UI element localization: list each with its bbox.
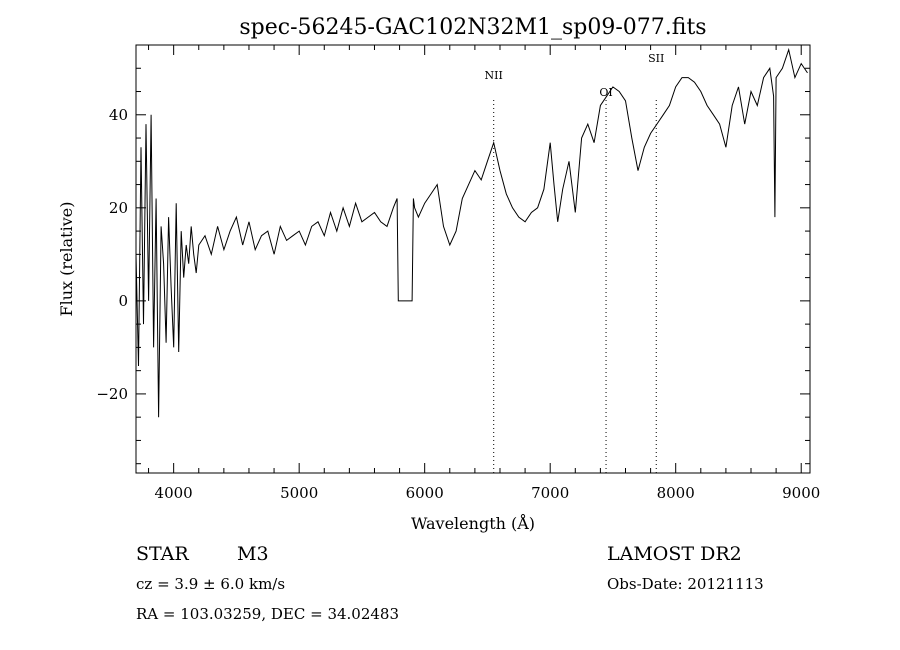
object-class: STAR [136,543,189,565]
x-tick-label: 9000 [782,484,820,502]
x-tick-label: 5000 [280,484,318,502]
y-axis-label: Flux (relative) [57,202,76,317]
object-subclass: M3 [237,543,269,565]
line-marker-label: OI [599,86,612,99]
x-axis-label: Wavelength (Å) [411,513,535,533]
y-tick-label: 0 [118,292,128,310]
x-tick-label: 6000 [406,484,444,502]
line-annotations: NII OI SII [485,52,664,473]
y-axis-ticks: −20 0 20 40 [96,44,810,465]
x-tick-label: 8000 [657,484,695,502]
line-marker-label: NII [485,69,503,82]
line-marker-label: SII [648,52,664,65]
x-tick-label: 4000 [155,484,193,502]
x-axis-ticks: 4000 5000 6000 7000 8000 9000 [148,45,820,502]
x-tick-label: 7000 [531,484,569,502]
observation-date: Obs-Date: 20121113 [607,575,764,593]
y-tick-label: 20 [109,199,128,217]
survey-name: LAMOST DR2 [607,543,742,565]
redshift-cz: cz = 3.9 ± 6.0 km/s [136,575,285,593]
spectrum-series-line [135,47,808,418]
chart-title: spec-56245-GAC102N32M1_sp09-077.fits [239,15,706,40]
y-tick-label: 40 [109,106,128,124]
y-tick-label: −20 [96,385,128,403]
plot-frame [135,44,811,474]
ra-dec-coords: RA = 103.03259, DEC = 34.02483 [136,605,399,623]
